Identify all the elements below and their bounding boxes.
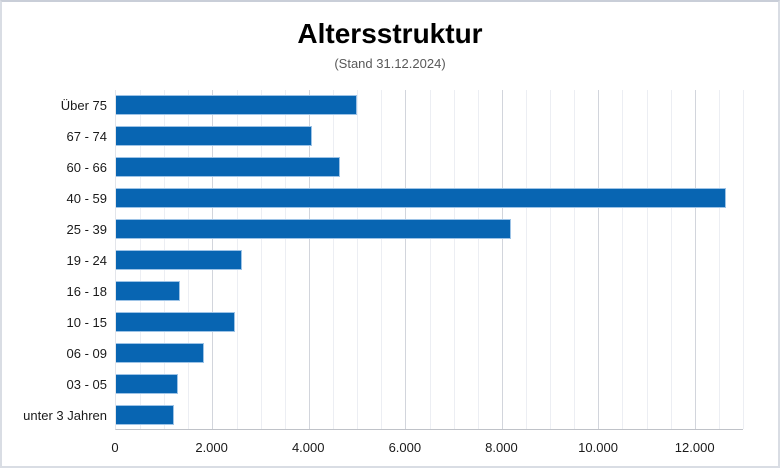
category-label: 25 - 39 xyxy=(66,222,107,238)
category-label: 16 - 18 xyxy=(66,283,107,299)
bar-19-24 xyxy=(116,250,243,270)
minor-gridline xyxy=(453,90,455,429)
major-gridline xyxy=(694,90,696,429)
category-label: unter 3 Jahren xyxy=(23,407,107,423)
bar-60-66 xyxy=(116,157,340,178)
x-tick-label: 10.000 xyxy=(578,440,618,455)
x-tick-label: 8.000 xyxy=(485,440,518,455)
bar-25-39 xyxy=(116,219,511,240)
minor-gridline xyxy=(357,90,359,429)
x-tick-label: 12.000 xyxy=(674,440,715,455)
chart-subtitle: (Stand 31.12.2024) xyxy=(334,56,446,71)
bar-10-15 xyxy=(116,311,236,332)
minor-gridline xyxy=(718,90,720,429)
minor-gridline xyxy=(743,90,744,429)
bar-03-05 xyxy=(116,373,179,394)
minor-gridline xyxy=(381,90,383,429)
category-label: 03 - 05 xyxy=(66,376,107,392)
x-axis-labels: 0 2.000 4.000 6.000 8.000 10.000 12.000 xyxy=(2,440,778,460)
major-gridline xyxy=(598,90,600,429)
x-tick-label: 4.000 xyxy=(291,440,325,455)
major-gridline xyxy=(501,90,503,429)
category-label: 67 - 74 xyxy=(66,129,107,145)
category-label: 06 - 09 xyxy=(66,345,107,361)
category-label: 10 - 15 xyxy=(66,314,107,330)
minor-gridline xyxy=(525,90,527,429)
category-label: 60 - 66 xyxy=(66,160,107,176)
minor-gridline xyxy=(622,90,624,429)
bar-06-09 xyxy=(116,342,205,363)
minor-gridline xyxy=(333,90,335,429)
bar-40-59 xyxy=(116,188,727,209)
bar-16-18 xyxy=(116,280,181,301)
x-tick-label: 6.000 xyxy=(388,440,422,455)
major-gridline xyxy=(308,90,310,429)
chart-title: Altersstruktur xyxy=(297,18,483,49)
minor-gridline xyxy=(284,90,286,429)
plot-area xyxy=(115,90,744,430)
category-label: 40 - 59 xyxy=(66,191,107,207)
x-tick-label: 2.000 xyxy=(195,440,228,455)
minor-gridline xyxy=(477,90,479,429)
x-tick-label: 0 xyxy=(111,440,119,455)
category-label: Über 75 xyxy=(60,98,107,114)
category-label: 19 - 24 xyxy=(66,253,107,268)
minor-gridline xyxy=(260,90,262,429)
minor-gridline xyxy=(429,90,431,429)
bar-unter-3-jahren xyxy=(116,404,175,425)
minor-gridline xyxy=(574,90,576,429)
minor-gridline xyxy=(670,90,672,429)
bar-67-74 xyxy=(116,126,312,147)
minor-gridline xyxy=(646,90,648,429)
major-gridline xyxy=(405,90,407,429)
minor-gridline xyxy=(550,90,552,429)
bar--ber-75 xyxy=(116,95,358,116)
y-axis-labels: Über 75 67 - 74 60 - 66 40 - 59 25 - 39 19 - … xyxy=(2,90,107,430)
